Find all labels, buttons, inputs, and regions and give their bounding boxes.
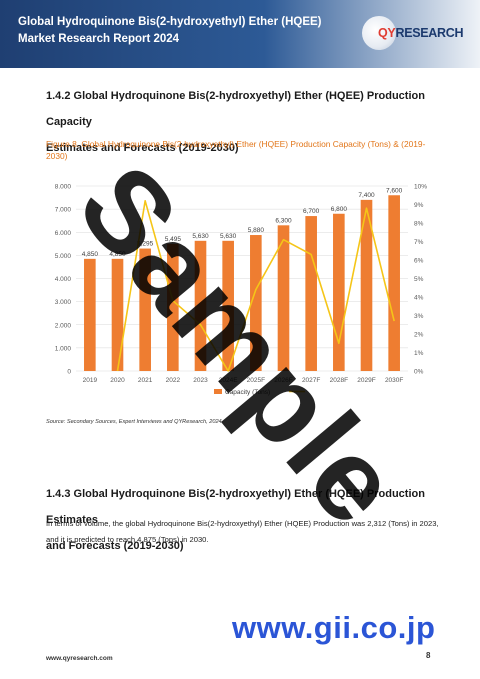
- capacity-bar: [167, 243, 179, 371]
- section-heading-line1: 1.4.3 Global Hydroquinone Bis(2-hydroxye…: [46, 488, 425, 526]
- capacity-bar: [250, 235, 262, 371]
- x-tick-label: 2019: [83, 377, 98, 384]
- bar-data-label: 4,850: [82, 251, 99, 258]
- capacity-bar: [333, 213, 345, 371]
- x-tick-label: 2024E: [219, 377, 238, 384]
- y-left-tick-label: 6.000: [55, 230, 72, 237]
- y-left-tick-label: 1.000: [55, 345, 72, 352]
- bar-data-label: 4,850: [109, 251, 126, 258]
- qyresearch-logo: QYRESEARCH: [362, 16, 464, 50]
- report-header: Global Hydroquinone Bis(2-hydroxyethyl) …: [0, 0, 480, 68]
- globe-icon: [362, 16, 396, 50]
- section-heading-line1: 1.4.2 Global Hydroquinone Bis(2-hydroxye…: [46, 90, 425, 128]
- logo-suffix: RESEARCH: [395, 26, 464, 40]
- x-tick-label: 2026F: [274, 377, 292, 384]
- x-tick-label: 2020: [110, 377, 125, 384]
- y-right-tick-label: 8%: [414, 221, 424, 228]
- bar-data-label: 6,700: [303, 208, 320, 215]
- section-heading-line2: and Forecasts (2019-2030): [46, 540, 184, 552]
- y-right-tick-label: 1%: [414, 350, 424, 357]
- x-tick-label: 2023: [193, 377, 208, 384]
- page-number: 8: [426, 651, 431, 660]
- growth-line: [116, 199, 395, 372]
- y-right-tick-label: 5%: [414, 276, 424, 283]
- figure-caption: Figure 8. Global Hydroquinone Bis(2-hydr…: [46, 139, 426, 161]
- y-right-tick-label: 9%: [414, 202, 424, 209]
- logo-text: QYRESEARCH: [378, 26, 464, 40]
- footer-url[interactable]: www.qyresearch.com: [46, 655, 113, 662]
- bar-data-label: 5,295: [137, 241, 154, 248]
- y-right-tick-label: 10%: [414, 184, 427, 191]
- capacity-bar: [139, 248, 151, 371]
- capacity-bar: [84, 258, 96, 371]
- source-note: Source: Secondary Sources, Expert Interv…: [46, 419, 222, 425]
- capacity-bar: [194, 240, 207, 371]
- y-right-tick-label: 6%: [414, 258, 424, 265]
- bar-data-label: 6,300: [275, 217, 292, 224]
- y-left-tick-label: 0: [67, 369, 71, 376]
- bar-data-label: 5,880: [248, 227, 265, 234]
- bar-data-label: 5,630: [192, 233, 209, 240]
- x-tick-label: 2028F: [330, 377, 348, 384]
- bar-data-label: 7,600: [386, 187, 403, 194]
- x-tick-label: 2025F: [247, 377, 265, 384]
- logo-prefix: QY: [378, 26, 396, 40]
- capacity-bar: [111, 258, 124, 371]
- y-left-tick-label: 8.000: [55, 184, 72, 191]
- capacity-bar: [277, 225, 290, 371]
- y-left-tick-label: 3.000: [55, 299, 72, 306]
- x-tick-label: 2021: [138, 377, 153, 384]
- y-left-tick-label: 2.000: [55, 322, 72, 329]
- bar-data-label: 7,400: [358, 192, 375, 199]
- capacity-bar: [360, 199, 373, 371]
- y-right-tick-label: 4%: [414, 295, 424, 302]
- y-right-tick-label: 3%: [414, 313, 424, 320]
- y-left-tick-label: 7.000: [55, 207, 72, 214]
- capacity-chart: 0 1.000 2.000 3.000 4.000 5.000 6.000 7.000 8.00…: [55, 184, 428, 397]
- x-tick-label: 2027F: [302, 377, 320, 384]
- y-left-tick-label: 5.000: [55, 253, 72, 260]
- report-title: Global Hydroquinone Bis(2-hydroxyethyl) …: [18, 16, 322, 45]
- x-tick-label: 2030F: [385, 377, 403, 384]
- gii-link[interactable]: www.gii.co.jp: [232, 610, 436, 645]
- x-tick-label: 2022: [166, 377, 181, 384]
- bar-data-label: 5,495: [165, 236, 182, 243]
- capacity-bar: [305, 216, 317, 371]
- production-paragraph: In terms of volume, the global Hydroquin…: [46, 519, 439, 544]
- bar-data-label: 5,630: [220, 233, 237, 240]
- section-heading-capacity: 1.4.2 Global Hydroquinone Bis(2-hydroxye…: [46, 83, 446, 161]
- y-left-tick-label: 4.000: [55, 276, 72, 283]
- x-tick-label: 2029F: [357, 377, 375, 384]
- section-heading-production: 1.4.3 Global Hydroquinone Bis(2-hydroxye…: [46, 481, 446, 559]
- y-right-tick-label: 7%: [414, 239, 424, 246]
- legend-swatch-capacity: [214, 389, 222, 394]
- legend-label-capacity: Capacity (Tons): [225, 389, 270, 396]
- capacity-bar: [388, 195, 400, 371]
- capacity-bar: [222, 240, 234, 371]
- y-right-tick-label: 2%: [414, 332, 424, 339]
- section-heading-line2: Estimates and Forecasts (2019-2030): [46, 142, 239, 154]
- bar-data-label: 6,800: [331, 206, 348, 213]
- y-right-tick-label: 0%: [414, 369, 424, 376]
